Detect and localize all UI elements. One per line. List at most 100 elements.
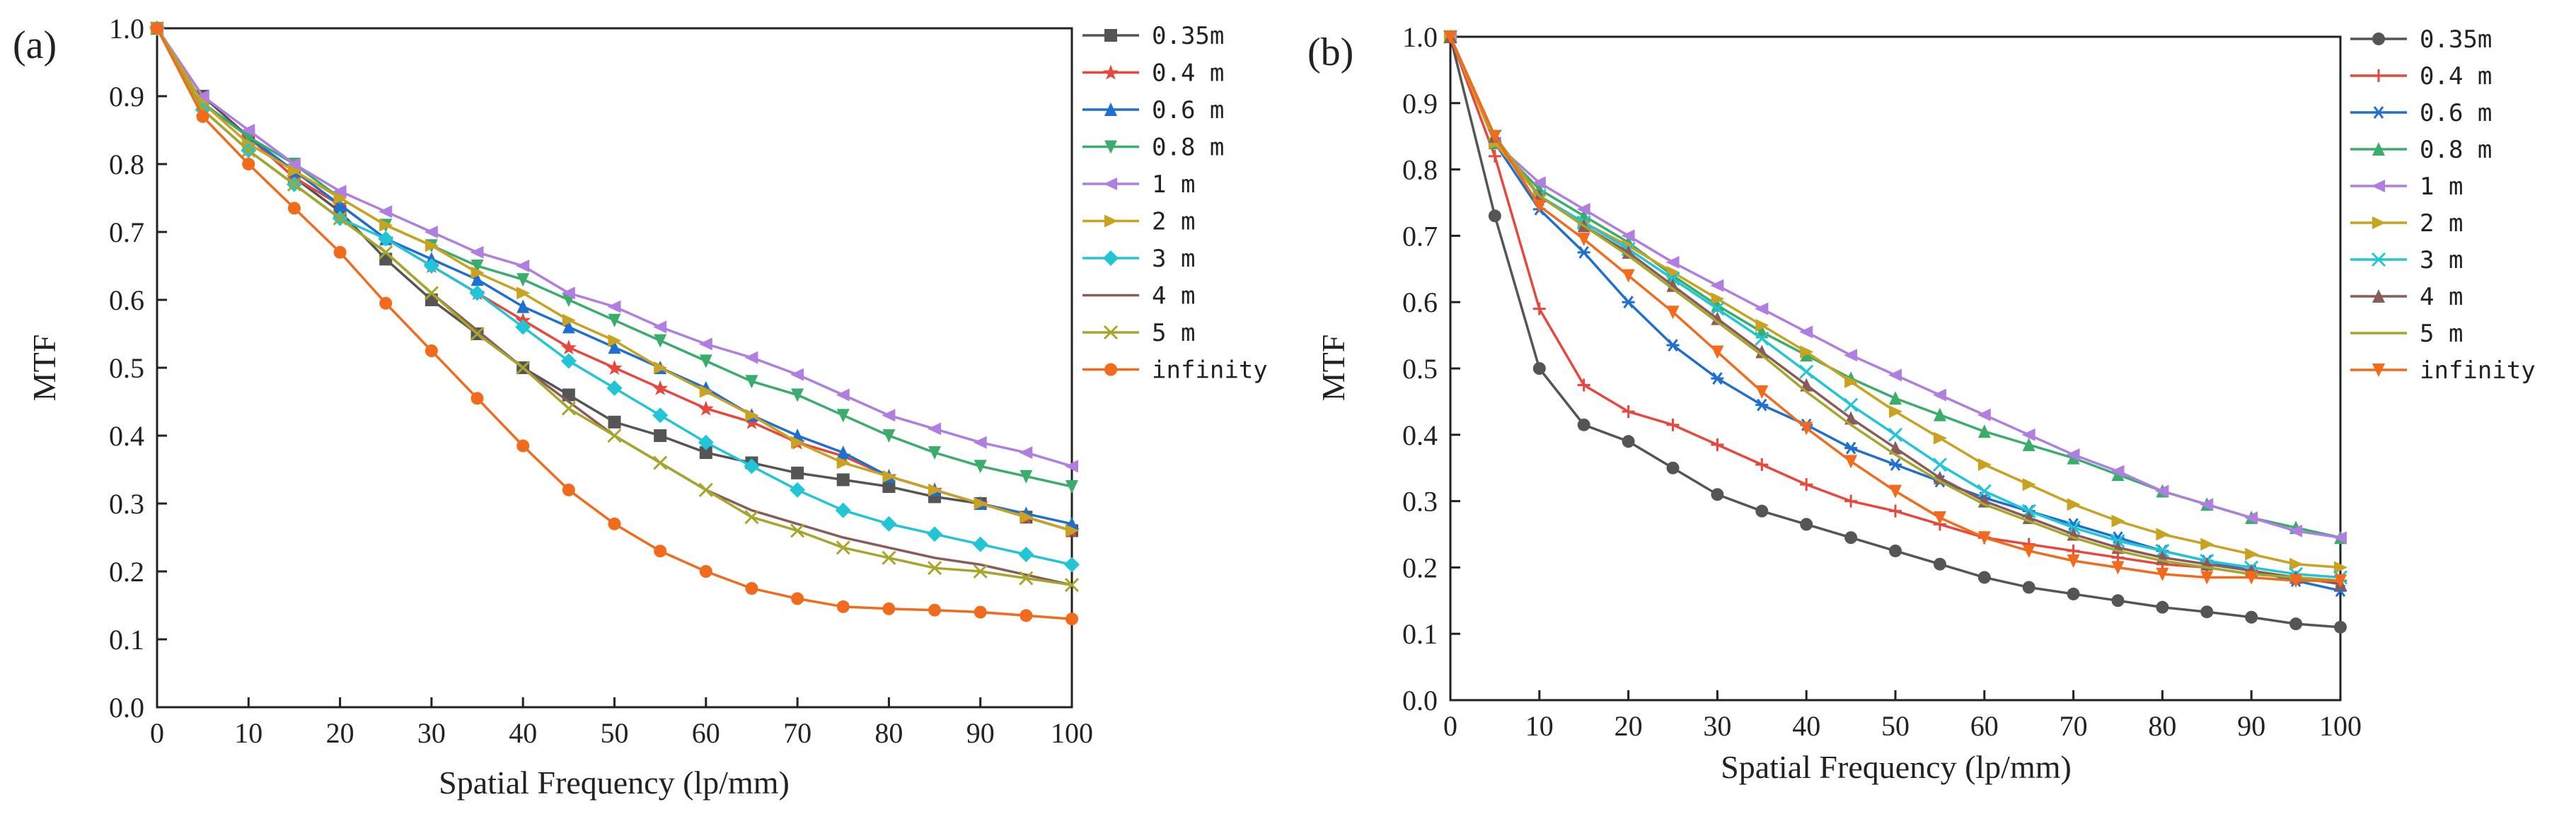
data-point (196, 110, 209, 123)
legend-marker (2371, 252, 2386, 267)
legend-label: 0.35m (1152, 22, 1224, 50)
data-point (424, 344, 438, 357)
y-tick-label: 0.9 (1402, 88, 1438, 120)
data-point (1933, 557, 1946, 571)
y-tick-label: 0.7 (1402, 220, 1438, 252)
data-point (974, 460, 987, 474)
data-point (972, 536, 988, 552)
data-point (516, 260, 530, 272)
y-tick-label: 1.0 (1402, 21, 1438, 53)
y-tick-label: 0.0 (1402, 685, 1438, 716)
data-point (1889, 544, 1902, 557)
series-2m (151, 22, 1079, 537)
legend-marker (2372, 69, 2385, 82)
data-point (1622, 245, 1635, 259)
data-point (469, 285, 485, 301)
data-point (1889, 405, 1902, 418)
data-point (1755, 504, 1769, 518)
data-point (791, 388, 804, 402)
data-point (790, 482, 806, 498)
legend-item: infinity (1082, 356, 1268, 385)
data-point (1065, 460, 1078, 473)
data-point (606, 380, 623, 396)
data-point (2111, 594, 2125, 607)
data-point (1064, 557, 1080, 573)
data-point (1532, 302, 1546, 315)
data-point (2245, 547, 2259, 561)
data-point (745, 375, 758, 389)
data-point (698, 400, 714, 416)
data-point (1532, 362, 1546, 375)
data-point (1622, 405, 1635, 418)
series-line (1449, 36, 2341, 582)
legend-item: 0.35m (2350, 25, 2492, 54)
data-point (791, 592, 804, 605)
data-point (379, 245, 393, 260)
data-point (378, 231, 394, 247)
data-point (516, 439, 530, 453)
data-point (608, 334, 622, 347)
data-point (1665, 255, 1680, 269)
data-point (562, 313, 576, 327)
x-tick-label: 70 (783, 717, 812, 749)
data-point (882, 602, 896, 615)
legend-marker (1104, 29, 1117, 42)
x-tick-label: 50 (601, 717, 629, 749)
y-tick-label: 0.2 (109, 556, 144, 588)
x-tick-label: 80 (2148, 710, 2176, 742)
data-point (561, 401, 576, 416)
legend-marker (1104, 214, 1118, 228)
data-point (1889, 458, 1902, 471)
data-point (1844, 531, 1858, 545)
data-point (1622, 269, 1635, 283)
series-5m (1449, 36, 2341, 582)
data-point (1977, 408, 1991, 421)
data-point (744, 351, 758, 364)
y-tick-label: 0.6 (109, 284, 144, 316)
data-point (1844, 349, 1858, 362)
plot-frame (1449, 35, 2342, 702)
data-point (928, 483, 942, 496)
data-point (1933, 431, 1947, 445)
data-point (470, 245, 484, 259)
data-point (2245, 571, 2258, 585)
legend-label: 1 m (1152, 170, 1195, 199)
data-point (744, 510, 759, 525)
legend-marker (1104, 363, 1117, 376)
data-point (1933, 407, 1946, 421)
x-tick-label: 70 (2060, 710, 2088, 742)
data-point (699, 385, 713, 398)
legend-label: 0.8 m (2420, 136, 2492, 164)
data-point (1755, 331, 1769, 346)
data-point (1710, 301, 1725, 316)
y-tick-label: 0.3 (1402, 486, 1438, 518)
data-point (560, 353, 577, 369)
series-line (1449, 36, 2341, 539)
data-point (1018, 547, 1034, 562)
x-tick-label: 60 (692, 717, 720, 749)
data-point (516, 273, 530, 287)
legend-item: 0.8 m (1082, 134, 1224, 162)
data-point (1019, 446, 1033, 459)
data-point (2022, 478, 2036, 492)
data-point (2333, 531, 2347, 545)
legend-label: 2 m (2420, 209, 2463, 238)
data-point (1444, 30, 1457, 44)
data-point (287, 158, 301, 170)
data-point (653, 320, 667, 334)
data-point (1622, 435, 1635, 448)
y-axis-label: MTF (1315, 335, 1351, 402)
data-point (973, 436, 987, 449)
x-tick-label: 20 (1615, 710, 1643, 742)
data-point (654, 334, 667, 348)
legend-label: 0.6 m (1152, 96, 1224, 124)
data-point (1020, 470, 1033, 484)
data-point (790, 368, 804, 381)
legend-item: 0.8 m (2350, 136, 2492, 164)
legend-item: 2 m (2350, 209, 2463, 238)
legend-item: 1 m (2350, 173, 2463, 201)
legend-label: 4 m (2420, 283, 2463, 311)
data-point (1666, 418, 1680, 431)
data-point (1710, 279, 1724, 292)
data-point (835, 502, 851, 518)
